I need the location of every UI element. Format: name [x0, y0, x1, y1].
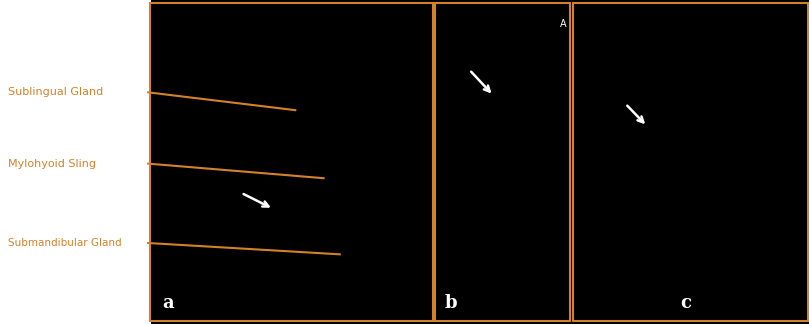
Bar — [0, 0, 151, 324]
Text: a: a — [163, 294, 174, 312]
Text: Mylohyoid Sling: Mylohyoid Sling — [8, 159, 96, 168]
Text: c: c — [680, 294, 692, 312]
Text: b: b — [444, 294, 457, 312]
Bar — [573, 3, 808, 321]
Text: A: A — [560, 19, 566, 29]
Text: Sublingual Gland: Sublingual Gland — [8, 87, 104, 97]
Text: Submandibular Gland: Submandibular Gland — [8, 238, 121, 248]
Bar — [150, 3, 433, 321]
Bar — [435, 3, 570, 321]
Bar — [150, 0, 809, 324]
